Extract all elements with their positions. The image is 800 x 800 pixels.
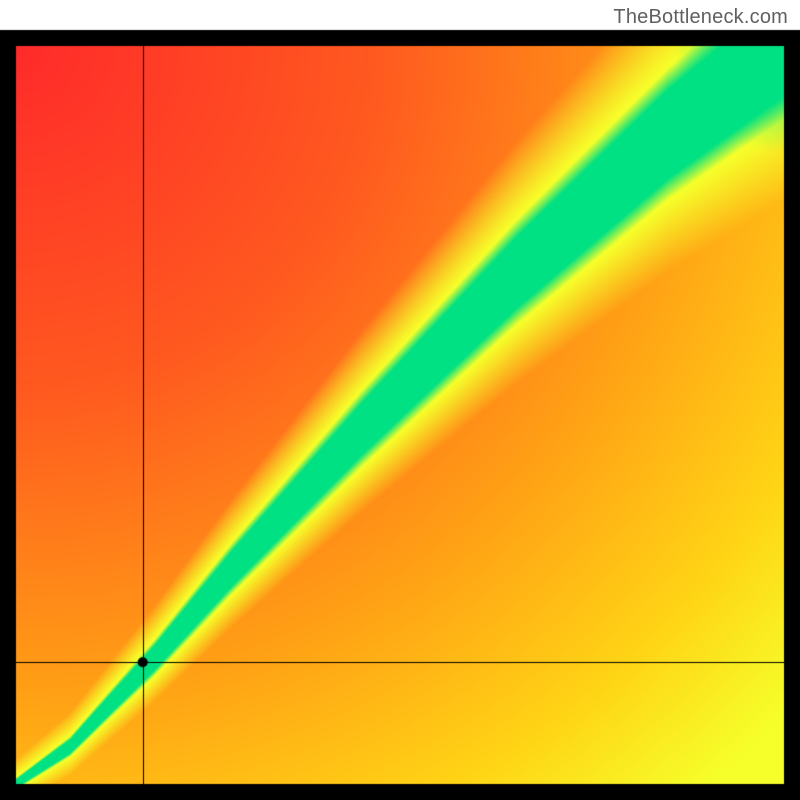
bottleneck-heatmap xyxy=(0,0,800,800)
chart-frame: { "watermark": "TheBottleneck.com", "wat… xyxy=(0,0,800,800)
